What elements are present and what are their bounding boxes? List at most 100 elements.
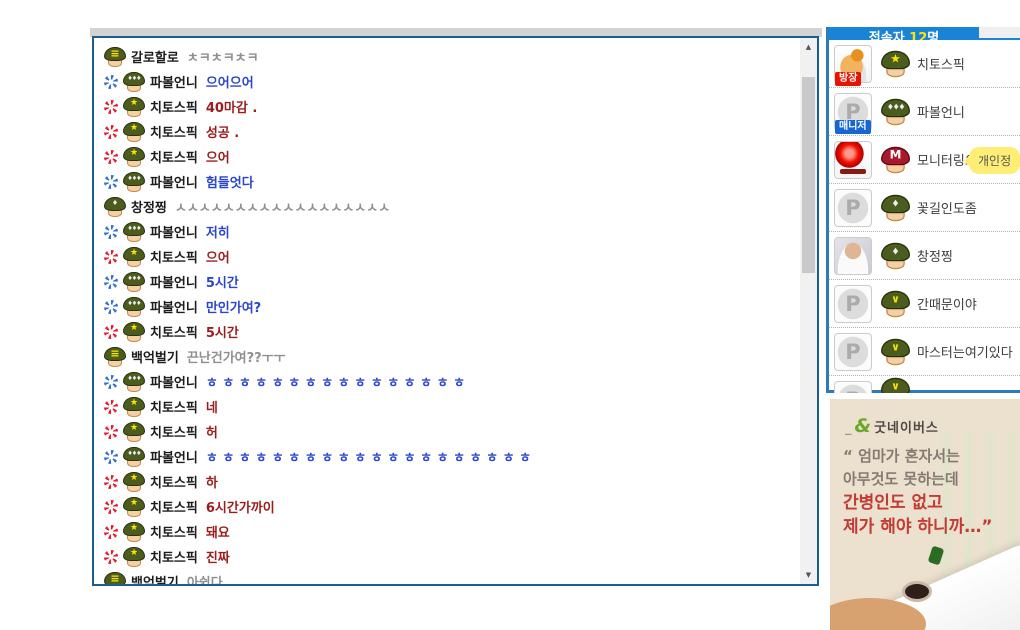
spinner-icon [104, 474, 118, 489]
scroll-down-icon[interactable]: ▼ [805, 571, 812, 579]
helmet-rank-icon: ♦ [881, 194, 911, 221]
chat-scrollbar[interactable]: ▲ ▼ [800, 38, 817, 584]
chat-username[interactable]: 백억벌기 [131, 351, 179, 366]
spinner-icon [104, 99, 118, 114]
chat-message-row: ♦♦♦ 파볼언니 5시간 [104, 269, 795, 294]
chat-text: 으어 [205, 251, 230, 266]
chat-username[interactable]: 파볼언니 [150, 76, 198, 91]
helmet-rank-icon: M [881, 146, 911, 173]
chat-username[interactable]: 갈로할로 [131, 51, 179, 66]
spinner-icon [104, 374, 118, 389]
chat-username[interactable]: 치토스픽 [150, 326, 198, 341]
chat-username[interactable]: 치토스픽 [150, 501, 198, 516]
helmet-rank-icon: ∨ [881, 338, 911, 365]
chat-username[interactable]: 치토스픽 [150, 401, 198, 416]
participant-row[interactable]: M 모니터링요원 개인정 [829, 136, 1020, 184]
spinner-icon [104, 74, 118, 89]
chat-username[interactable]: 치토스픽 [150, 426, 198, 441]
chat-text: 으어 [205, 151, 230, 166]
scroll-up-icon[interactable]: ▲ [805, 43, 812, 51]
ad-quote-red: 간병인도 없고 제가 해야 하니까…” [843, 493, 993, 537]
user-avatar[interactable]: P [834, 188, 872, 227]
chat-text: 허 [205, 426, 218, 441]
helmet-rank-icon: ∨ [881, 290, 911, 317]
chat-text: 네 [205, 401, 218, 416]
participant-row[interactable]: P 매니저 ♦♦♦ 파볼언니 [829, 88, 1020, 136]
participant-row[interactable]: P ∨ 간때문이야 [829, 280, 1020, 328]
chat-text: 끈난건가여??ㅜㅜ [186, 351, 286, 366]
chat-message-list: ≡ 갈로할로 ㅊㅋㅊㅋㅊㅋ ♦♦♦ 파볼언니 으어으어 ★ 치토스픽 40마감 … [104, 44, 795, 586]
chat-username[interactable]: 치토스픽 [150, 551, 198, 566]
chat-username[interactable]: 파볼언니 [150, 226, 198, 241]
helmet-avatar-icon: ♦♦♦ [123, 296, 145, 317]
chat-username[interactable]: 창정찡 [131, 201, 167, 216]
user-avatar[interactable]: P [834, 332, 872, 371]
chat-username[interactable]: 치토스픽 [150, 526, 198, 541]
participant-row[interactable]: P ♦ 꽃길인도좀 [829, 184, 1020, 232]
spinner-icon [104, 449, 118, 464]
helmet-avatar-icon: ★ [123, 121, 145, 142]
chat-username[interactable]: 치토스픽 [150, 251, 198, 266]
chat-text: 진짜 [205, 551, 230, 566]
chat-text: 저히 [205, 226, 230, 241]
helmet-avatar-icon: ★ [123, 521, 145, 542]
helmet-avatar-icon: ★ [123, 146, 145, 167]
chat-message-row: ★ 치토스픽 성공 . [104, 119, 795, 144]
spinner-icon [104, 324, 118, 339]
chat-text: 아쉽다 [186, 576, 223, 586]
helmet-avatar-icon: ★ [123, 246, 145, 267]
chat-message-row: ★ 치토스픽 으어 [104, 144, 795, 169]
chat-message-row: ♦♦♦ 파볼언니 저히 [104, 219, 795, 244]
tab-participants[interactable]: 접속자 12명 [829, 27, 979, 40]
helmet-avatar-icon: ♦ [104, 196, 126, 217]
user-avatar[interactable]: P [834, 381, 872, 393]
helmet-avatar-icon: ★ [123, 496, 145, 517]
chat-text: ㅎ ㅎ ㅎ ㅎ ㅎ ㅎ ㅎ ㅎ ㅎ ㅎ ㅎ ㅎ ㅎ ㅎ ㅎ ㅎ ㅎ ㅎ ㅎ ㅎ [205, 451, 532, 466]
chat-text: 돼요 [205, 526, 230, 541]
chat-text: 성공 . [205, 126, 240, 141]
ad-logo-name: 굿네이버스 [874, 421, 939, 436]
chat-username[interactable]: 치토스픽 [150, 126, 198, 141]
chat-text: 험들엇다 [205, 176, 254, 191]
ad-banner[interactable]: _ & 굿네이버스 “ 엄마가 혼자서는 아무것도 못하는데 간병인도 없고 제… [830, 399, 1020, 630]
ad-logo: _ & 굿네이버스 [845, 417, 939, 437]
chat-username[interactable]: 파볼언니 [150, 276, 198, 291]
participant-name[interactable]: 창정찡 [917, 250, 953, 265]
chat-text: 으어으어 [205, 76, 254, 91]
participant-row[interactable]: P ∨ [829, 376, 1020, 393]
spinner-icon [104, 399, 118, 414]
participant-row[interactable]: 방장 ★ 치토스픽 [829, 40, 1020, 88]
chat-username[interactable]: 치토스픽 [150, 101, 198, 116]
participant-name[interactable]: 간때문이야 [917, 298, 977, 313]
chat-username[interactable]: 백억벌기 [131, 576, 179, 586]
helmet-avatar-icon: ♦♦♦ [123, 446, 145, 467]
participant-name[interactable]: 파볼언니 [917, 106, 965, 121]
chat-username[interactable]: 파볼언니 [150, 451, 198, 466]
spinner-icon [104, 249, 118, 264]
user-avatar[interactable]: P [834, 284, 872, 323]
chat-username[interactable]: 치토스픽 [150, 476, 198, 491]
participant-name[interactable]: 마스터는여기있다 [917, 346, 1013, 361]
chat-message-row: ★ 치토스픽 6시간가까이 [104, 494, 795, 519]
participant-name[interactable]: 꽃길인도좀 [917, 202, 977, 217]
helmet-avatar-icon: ♦♦♦ [123, 371, 145, 392]
chat-message-row: ♦♦♦ 파볼언니 ㅎ ㅎ ㅎ ㅎ ㅎ ㅎ ㅎ ㅎ ㅎ ㅎ ㅎ ㅎ ㅎ ㅎ ㅎ ㅎ… [104, 444, 795, 469]
chat-message-row: ♦♦♦ 파볼언니 만인가여? [104, 294, 795, 319]
helmet-rank-icon: ★ [881, 50, 911, 77]
chat-username[interactable]: 파볼언니 [150, 376, 198, 391]
participant-row[interactable]: P ∨ 마스터는여기있다 [829, 328, 1020, 376]
user-avatar[interactable] [834, 140, 872, 179]
participant-name[interactable]: 치토스픽 [917, 58, 965, 73]
user-avatar[interactable] [834, 236, 872, 275]
chat-username[interactable]: 파볼언니 [150, 176, 198, 191]
scrollbar-thumb[interactable] [802, 77, 815, 273]
user-avatar[interactable]: P 매니저 [834, 92, 872, 134]
chat-frame-top [90, 28, 822, 37]
chat-username[interactable]: 치토스픽 [150, 151, 198, 166]
chat-text: ㅅㅅㅅㅅㅅㅅㅅㅅㅅㅅㅅㅅㅅㅅㅅㅅㅅㅅ [174, 201, 391, 216]
helmet-avatar-icon: ≡ [104, 46, 126, 67]
user-avatar[interactable]: 방장 [834, 44, 872, 86]
chat-username[interactable]: 파볼언니 [150, 301, 198, 316]
participant-row[interactable]: ♦ 창정찡 [829, 232, 1020, 280]
